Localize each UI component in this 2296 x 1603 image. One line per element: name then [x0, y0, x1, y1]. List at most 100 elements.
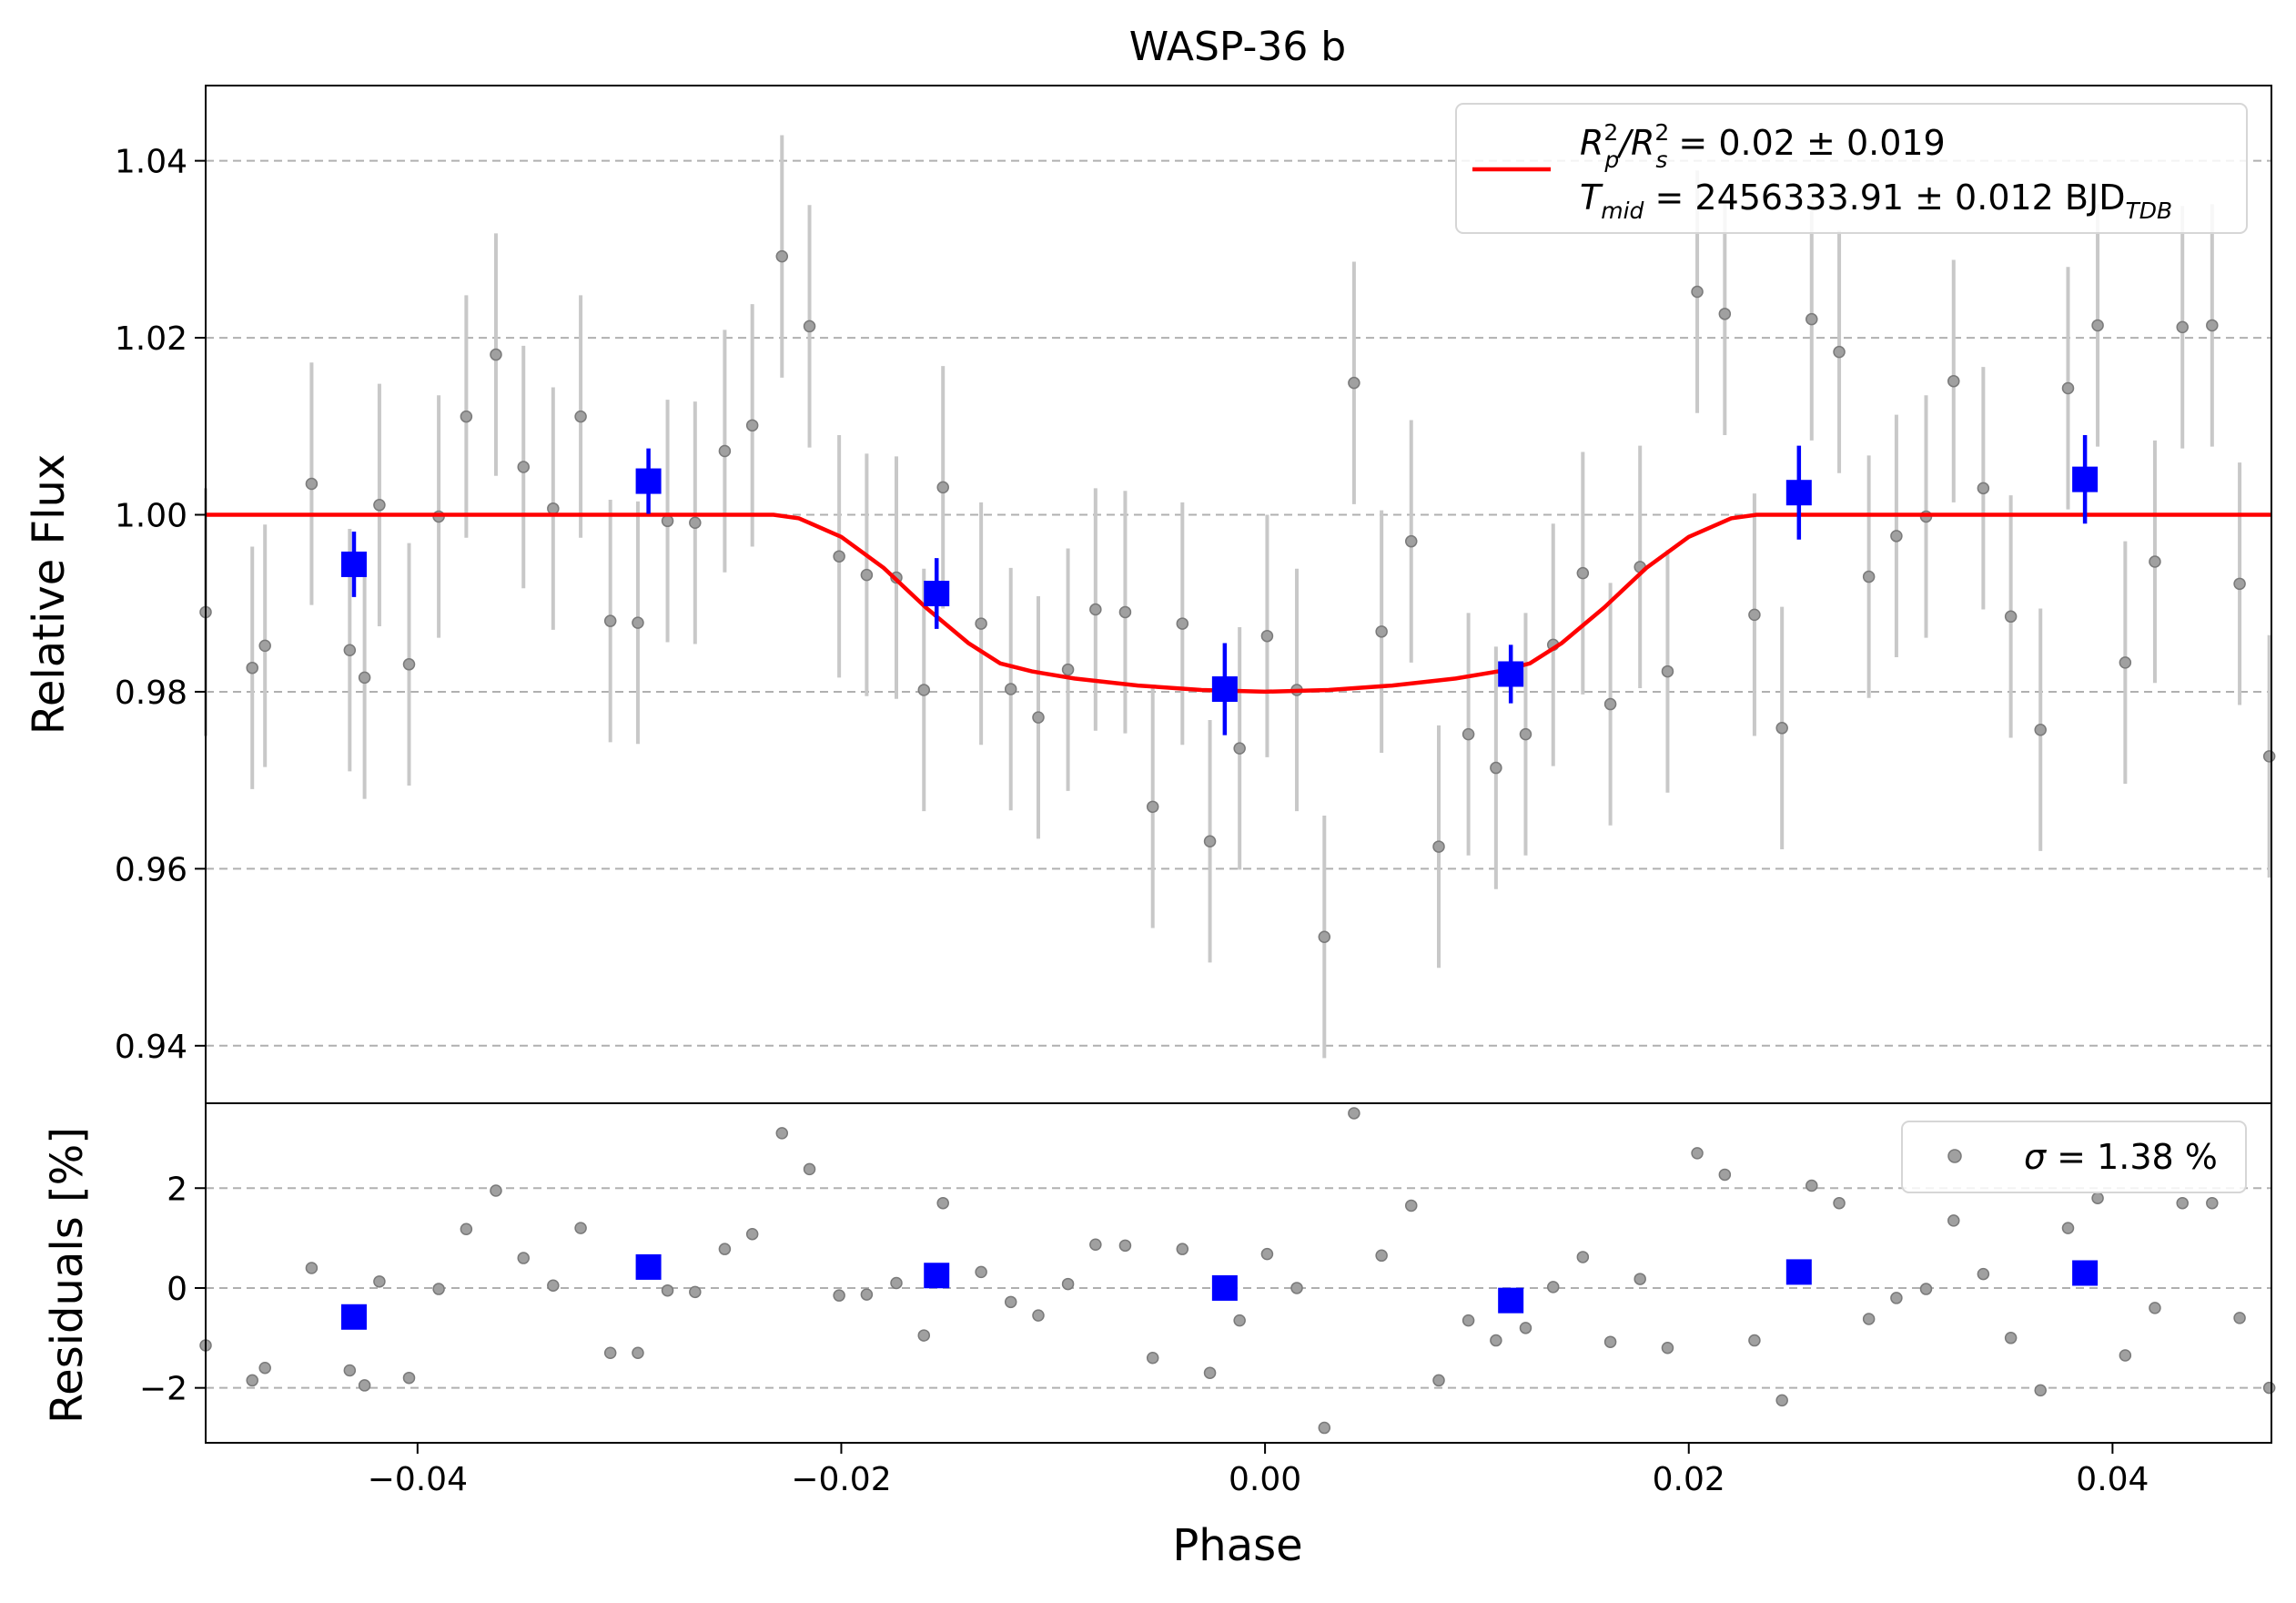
- flux-point: [1318, 930, 1331, 943]
- flux-point: [2149, 555, 2161, 568]
- residual-point: [1089, 1238, 1102, 1251]
- top-y-tick-label: 0.96: [115, 851, 187, 888]
- residual-point: [1233, 1314, 1246, 1327]
- flux-point: [803, 320, 816, 333]
- flux-point: [2004, 610, 2018, 624]
- residual-point: [2149, 1302, 2161, 1314]
- residual-point: [1519, 1322, 1532, 1334]
- residual-binned-point: [924, 1263, 950, 1289]
- chart-title: WASP-36 b: [1129, 24, 1346, 70]
- residuals-points: [199, 1107, 2276, 1435]
- x-tick-label: 0.00: [1229, 1461, 1301, 1498]
- residual-point: [490, 1184, 502, 1197]
- flux-point: [1233, 742, 1246, 755]
- flux-point: [1375, 625, 1388, 638]
- flux-binned-point: [1211, 676, 1238, 703]
- residual-point: [917, 1329, 931, 1342]
- residual-point: [432, 1283, 445, 1295]
- residual-point: [2119, 1349, 2132, 1362]
- flux-point: [689, 516, 702, 530]
- residual-point: [2262, 1381, 2276, 1395]
- flux-point: [1348, 376, 1360, 390]
- flux-point: [603, 614, 617, 627]
- residual-point: [1490, 1334, 1502, 1347]
- residual-point: [1576, 1251, 1590, 1263]
- flux-point: [1947, 374, 1960, 388]
- residual-point: [2091, 1192, 2104, 1204]
- residuals-y-label: Residuals [%]: [42, 1127, 93, 1424]
- flux-point: [1890, 530, 1903, 543]
- flux-point: [1833, 345, 1846, 359]
- residual-binned-point: [635, 1253, 662, 1280]
- flux-panel: 0.94 0.96 0.98 1.00 1.02 1.04 Relative Flux R…: [24, 85, 2276, 1104]
- x-tick-label: 0.02: [1653, 1461, 1725, 1498]
- flux-point: [661, 514, 674, 528]
- top-y-tick-label: 1.04: [115, 144, 187, 181]
- flux-binned: [340, 435, 2099, 736]
- flux-point: [860, 568, 874, 582]
- bot-y-tick-label: 0: [167, 1271, 187, 1308]
- top-y-tick-label: 1.02: [115, 320, 187, 358]
- residual-binned-point: [1211, 1274, 1238, 1301]
- flux-point: [343, 644, 357, 656]
- flux-point: [1603, 697, 1617, 711]
- top-y-tick-label: 1.00: [115, 498, 187, 535]
- residual-binned-point: [1785, 1259, 1812, 1285]
- flux-point: [1260, 629, 1274, 643]
- residual-point: [1603, 1335, 1617, 1348]
- residual-point: [1947, 1214, 1960, 1227]
- flux-point: [775, 249, 789, 263]
- residuals-legend: σ = 1.38 %: [1901, 1121, 2247, 1193]
- residual-point: [689, 1285, 702, 1299]
- residual-point: [343, 1364, 357, 1377]
- residual-point: [1061, 1277, 1075, 1291]
- top-y-tick-label: 0.94: [115, 1029, 187, 1066]
- residual-point: [1375, 1249, 1388, 1263]
- flux-point: [1576, 566, 1590, 580]
- residual-point: [1404, 1199, 1418, 1212]
- residual-point: [1546, 1281, 1560, 1294]
- flux-point: [1805, 312, 1818, 326]
- residual-point: [574, 1222, 587, 1234]
- residual-point: [305, 1262, 319, 1274]
- flux-points: [199, 249, 2276, 943]
- x-tick-label: −0.02: [791, 1461, 891, 1498]
- residual-point: [1146, 1352, 1159, 1365]
- residual-point: [2034, 1384, 2047, 1397]
- flux-point: [402, 658, 416, 671]
- x-tick-label: −0.04: [368, 1461, 468, 1498]
- flux-point: [975, 617, 987, 630]
- residual-point: [1203, 1366, 1217, 1379]
- residuals-axes-frame: [205, 1102, 2272, 1444]
- residual-point: [547, 1279, 560, 1292]
- residual-point: [1176, 1243, 1189, 1255]
- flux-point: [1718, 308, 1732, 320]
- x-axis-ticks: −0.04 −0.02 0.00 0.02 0.04: [368, 1443, 2149, 1498]
- bot-y-tick-label: −2: [139, 1371, 187, 1408]
- flux-point: [917, 684, 931, 696]
- flux-y-label: Relative Flux: [24, 454, 75, 736]
- residuals-binned: [340, 1253, 2099, 1330]
- residual-point: [1462, 1314, 1475, 1327]
- residual-point: [2233, 1312, 2246, 1324]
- residual-point: [1862, 1313, 1876, 1325]
- flux-point: [1862, 570, 1876, 583]
- flux-point: [1490, 761, 1502, 775]
- flux-point: [1748, 608, 1761, 622]
- flux-point: [1462, 727, 1475, 741]
- flux-point: [2176, 320, 2189, 334]
- residual-point: [517, 1252, 530, 1264]
- residuals-legend-label: σ = 1.38 %: [2024, 1137, 2218, 1177]
- flux-point: [305, 477, 319, 491]
- flux-legend-line1: R2 p/R2 s = 0.02 ± 0.019: [1580, 119, 1946, 173]
- flux-point: [1691, 285, 1704, 299]
- flux-binned-point: [1785, 480, 1812, 506]
- flux-point: [718, 444, 732, 458]
- residual-point: [2061, 1222, 2075, 1234]
- flux-point: [1661, 665, 1674, 678]
- residual-point: [661, 1283, 674, 1297]
- flux-point: [574, 410, 587, 423]
- residual-point: [373, 1275, 386, 1288]
- flux-point: [358, 671, 371, 685]
- residual-point: [632, 1346, 644, 1360]
